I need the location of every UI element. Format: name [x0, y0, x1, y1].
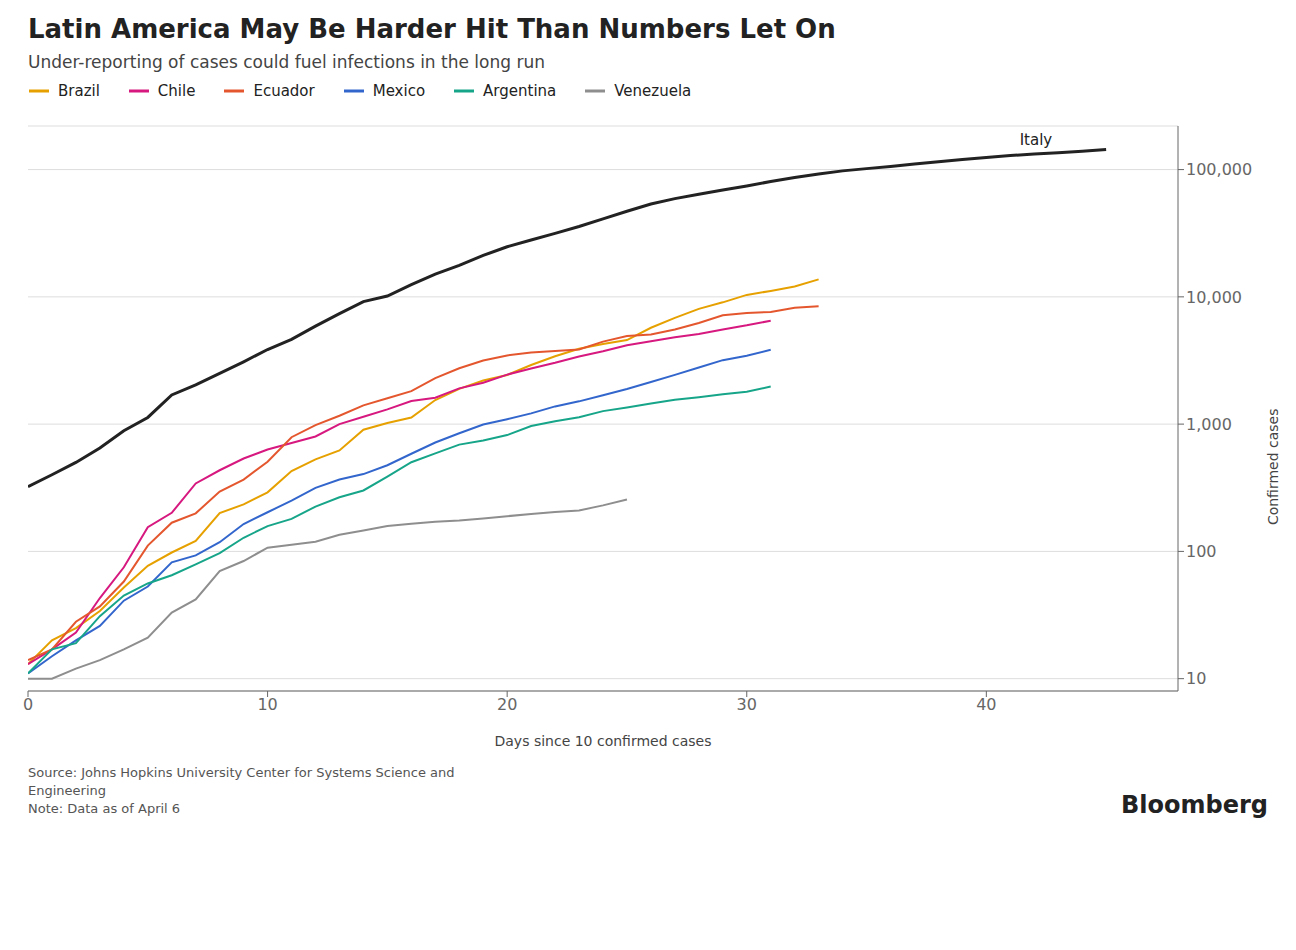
- html-text:Source: Johns Hopkins Universi: Source: Johns Hopkins University Center …: [28, 765, 455, 817]
- svg-text:Days since 10 confirmed cases: Days since 10 confirmed cases: [495, 733, 712, 749]
- html-text:Brazil: Brazil: [58, 82, 100, 100]
- html-text:Venezuela: Venezuela: [614, 82, 692, 100]
- svg-text:100,000: 100,000: [1186, 160, 1252, 179]
- svg-text:100: 100: [1186, 542, 1217, 561]
- svg-text:0: 0: [23, 695, 33, 714]
- html-text:Argentina: Argentina: [483, 82, 557, 100]
- html-text:Under-reporting of cases could: Under-reporting of cases could fuel infe…: [28, 52, 545, 72]
- svg-text:30: 30: [737, 695, 757, 714]
- html-text:Chile: Chile: [157, 82, 196, 100]
- html-text:Mexico: Mexico: [372, 82, 426, 100]
- svg-text:40: 40: [976, 695, 996, 714]
- html-text:Bloomberg: Bloomberg: [1121, 790, 1268, 819]
- svg-text:Confirmed cases: Confirmed cases: [1265, 409, 1281, 526]
- svg-text:10: 10: [1186, 669, 1206, 688]
- svg-text:20: 20: [497, 695, 517, 714]
- svg-text:1,000: 1,000: [1186, 415, 1232, 434]
- svg-text:Italy: Italy: [1020, 131, 1053, 149]
- html-text:Ecuador: Ecuador: [253, 82, 315, 100]
- svg-text:10,000: 10,000: [1186, 288, 1242, 307]
- svg-text:10: 10: [257, 695, 277, 714]
- html-text:Latin America May Be Harder Hi: Latin America May Be Harder Hit Than Num…: [28, 14, 836, 44]
